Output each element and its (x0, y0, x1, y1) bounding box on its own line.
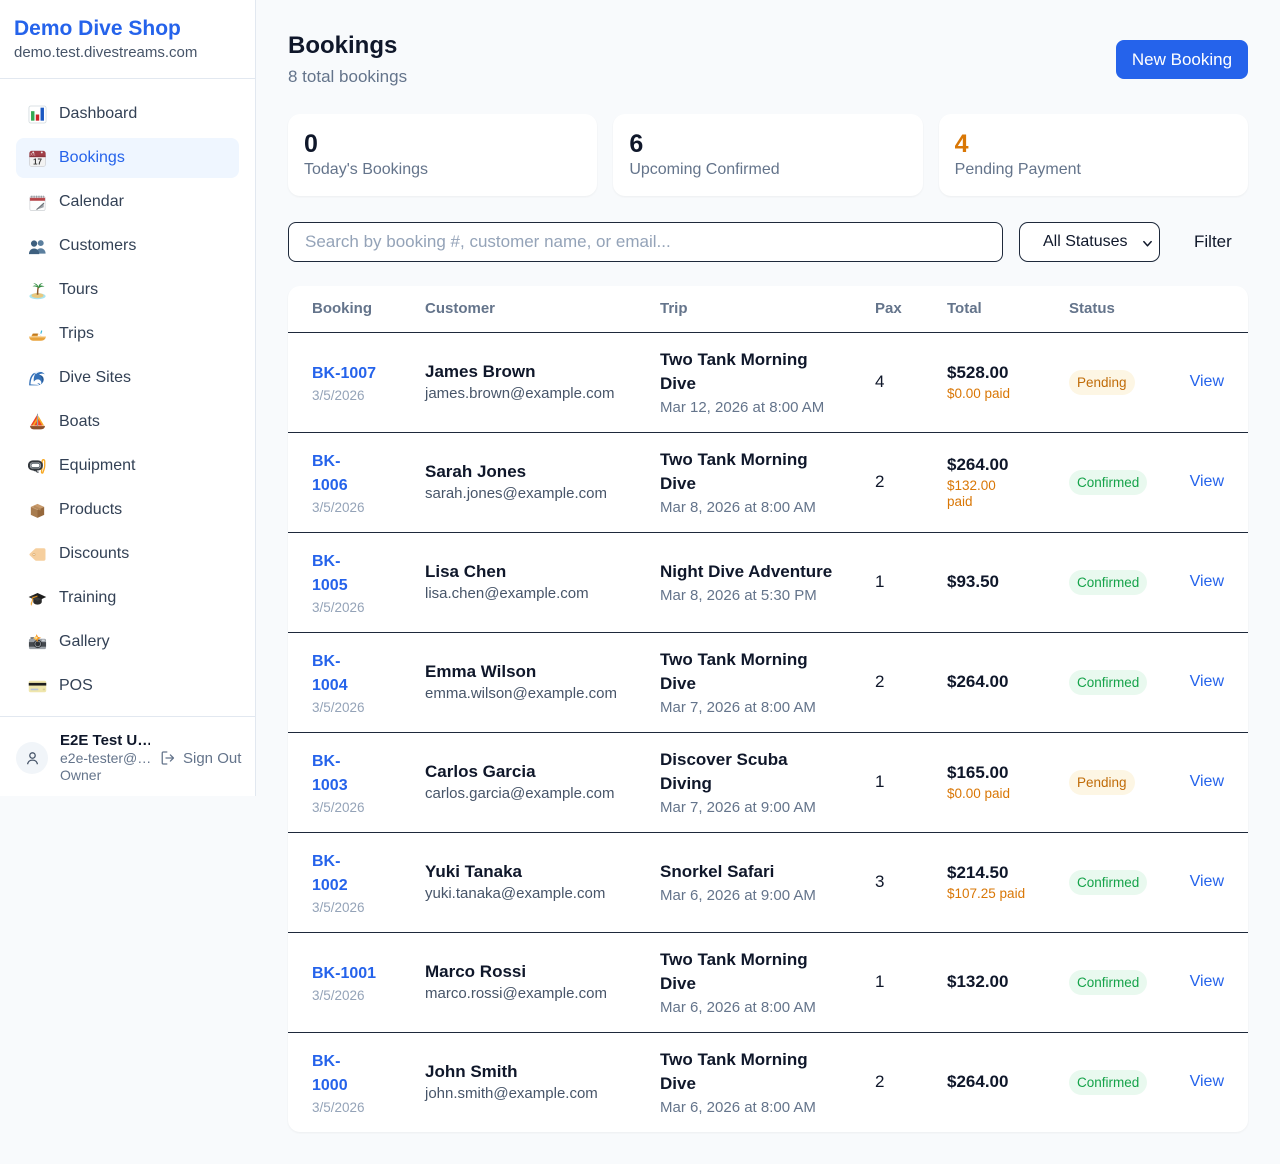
svg-text:17: 17 (33, 157, 42, 166)
svg-text:JUL: JUL (30, 152, 36, 156)
